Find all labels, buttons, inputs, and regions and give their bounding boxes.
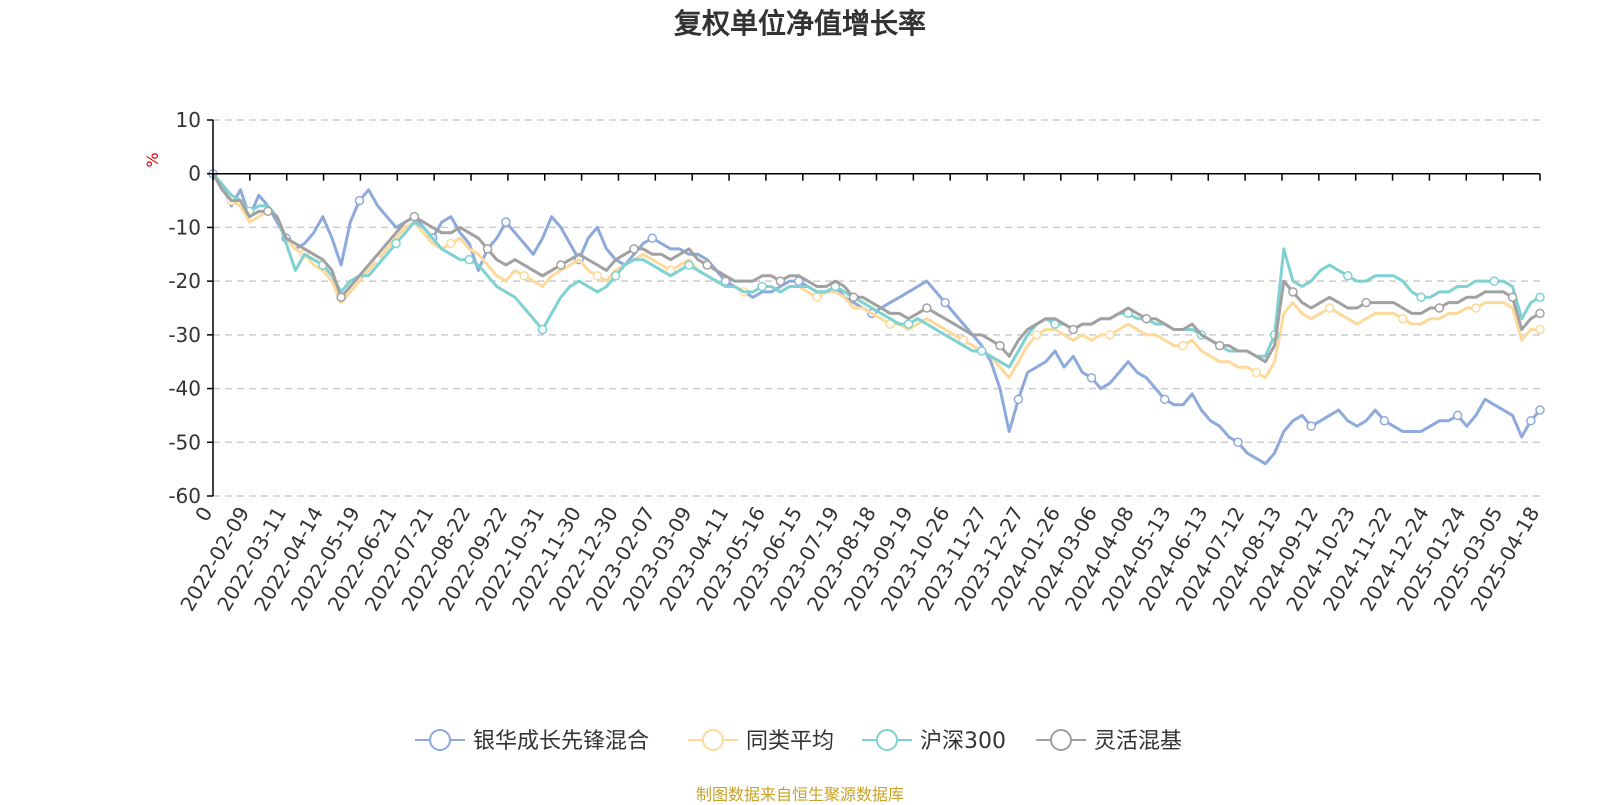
series-point	[1086, 373, 1097, 383]
series-point	[446, 238, 456, 249]
axes	[207, 119, 1541, 497]
legend-item-2[interactable]: 沪深300	[862, 729, 1006, 754]
series-point	[1535, 405, 1545, 415]
y-tick-label: -20	[168, 269, 201, 293]
series-point	[1535, 308, 1545, 319]
y-axis-label: %	[143, 152, 162, 167]
legend-item-3[interactable]: 灵活混基	[1036, 729, 1182, 754]
series-point	[409, 211, 420, 222]
series-point	[1526, 416, 1536, 426]
series-point	[995, 340, 1005, 351]
series-point	[336, 292, 346, 303]
legend-marker	[702, 729, 724, 751]
legend-label: 同类平均	[746, 729, 834, 754]
series-point	[848, 292, 859, 303]
series-point	[537, 324, 548, 335]
series-point	[1141, 313, 1152, 324]
series-point	[702, 260, 712, 270]
series-point	[647, 233, 658, 243]
series-point	[1306, 421, 1316, 431]
x-tick-label: 0	[190, 503, 217, 526]
series-point	[1535, 324, 1545, 335]
series-point	[684, 260, 694, 270]
series-point	[1489, 276, 1499, 286]
series-point	[757, 281, 767, 292]
series-point	[391, 238, 401, 249]
series-point	[1471, 303, 1481, 313]
series-point	[1535, 292, 1545, 303]
series-point	[1324, 303, 1335, 313]
series-point	[775, 276, 786, 286]
series-point	[940, 297, 950, 308]
legend-label: 灵活混基	[1094, 729, 1182, 754]
legend-label: 沪深300	[920, 729, 1006, 754]
source-note: 制图数据来自恒生聚源数据库	[695, 785, 904, 804]
series-point	[263, 206, 273, 217]
series-point	[1397, 313, 1408, 324]
legend-marker	[1050, 729, 1072, 751]
y-tick-label: -10	[168, 215, 201, 239]
series-line-3	[211, 172, 1541, 364]
legend: 银华成长先锋混合 同类平均 沪深300 灵活混基	[415, 729, 1182, 754]
series-point	[922, 303, 932, 313]
series-point	[1507, 292, 1518, 303]
y-tick-label: 0	[188, 162, 201, 186]
series-point	[1361, 297, 1371, 308]
legend-marker	[876, 729, 898, 751]
series-point	[1013, 394, 1024, 405]
series-point	[812, 292, 822, 303]
series-point	[1288, 287, 1298, 297]
series-line-1	[211, 172, 1540, 380]
legend-label: 银华成长先锋混合	[473, 729, 649, 754]
series-point	[1233, 437, 1243, 448]
series-point	[464, 254, 474, 265]
y-tick-label: 10	[176, 108, 201, 132]
series-point	[1343, 271, 1353, 281]
series-point	[629, 244, 639, 254]
series-point	[482, 244, 493, 254]
series-point	[976, 346, 987, 356]
tick-labels: 100-10-20-30-40-50-6002022-02-092022-03-…	[168, 108, 1544, 615]
series-point	[1068, 324, 1079, 335]
y-tick-label: -50	[168, 430, 201, 454]
series-point	[903, 319, 914, 329]
series-point	[1434, 303, 1445, 313]
series-point	[501, 217, 511, 227]
series-point	[1178, 340, 1188, 351]
series-point	[610, 271, 621, 281]
series-point	[1379, 416, 1390, 426]
series-point	[1105, 330, 1115, 340]
series-line-2	[211, 172, 1541, 369]
legend-marker	[429, 729, 451, 751]
y-tick-label: -60	[168, 484, 201, 508]
series-point	[556, 260, 566, 270]
series-point	[354, 195, 365, 206]
series-point	[1251, 367, 1262, 378]
legend-item-0[interactable]: 银华成长先锋混合	[415, 729, 649, 754]
series-point	[1214, 340, 1225, 351]
chart-title: 复权单位净值增长率	[673, 7, 926, 40]
series-point	[592, 271, 603, 281]
series-point	[1160, 394, 1170, 405]
series-lines	[208, 168, 1545, 466]
series-point	[1031, 330, 1042, 340]
y-tick-label: -30	[168, 323, 201, 347]
series-point	[1452, 410, 1463, 421]
legend-item-1[interactable]: 同类平均	[688, 729, 834, 754]
y-tick-label: -40	[168, 377, 201, 401]
series-point	[1416, 292, 1426, 303]
series-point	[519, 271, 529, 281]
